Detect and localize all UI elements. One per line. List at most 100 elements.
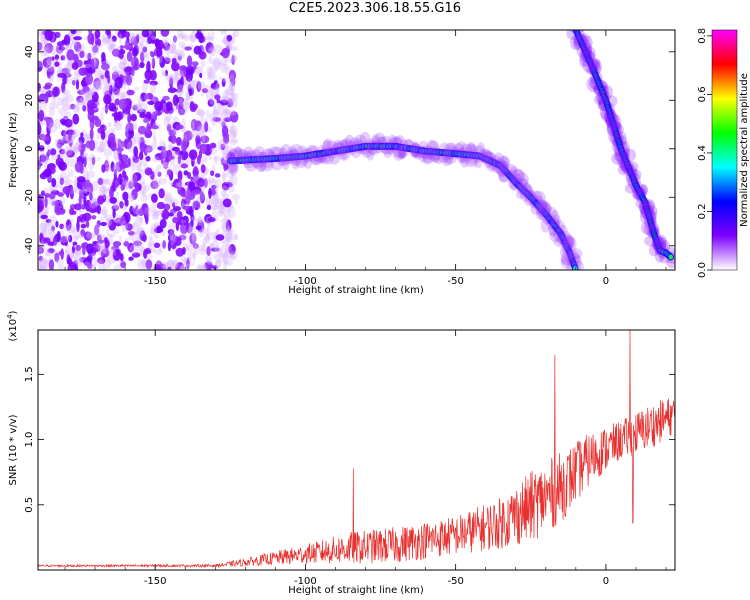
heatmap-cell — [72, 129, 77, 139]
heatmap-cell — [38, 255, 45, 264]
heatmap-cell — [55, 220, 59, 228]
heatmap-cell — [59, 118, 66, 124]
x-tick-label: -50 — [447, 576, 463, 587]
heatmap-cell — [220, 218, 229, 224]
heatmap-cell — [100, 62, 110, 71]
heatmap-cell — [222, 170, 226, 182]
heatmap-cell — [218, 245, 227, 258]
heatmap-cell — [73, 249, 83, 255]
heatmap-cell — [71, 79, 76, 86]
heatmap-cell — [219, 99, 229, 106]
heatmap-cell — [107, 73, 111, 84]
heatmap-cell — [210, 30, 215, 41]
heatmap-cell — [200, 115, 204, 124]
heatmap-cell — [99, 139, 108, 148]
heatmap-cell — [184, 91, 190, 102]
colorbar-tick-label: 0.2 — [697, 204, 708, 220]
heatmap-cell — [222, 198, 232, 208]
heatmap-cell — [139, 61, 145, 69]
snr-y-multiplier: (x104) — [6, 310, 19, 341]
heatmap-cell — [48, 122, 57, 134]
heatmap-cell — [49, 148, 57, 156]
heatmap-cell — [188, 149, 198, 160]
heatmap-cell — [92, 45, 99, 53]
heatmap-cell — [184, 130, 193, 141]
heatmap-cell — [176, 211, 183, 219]
heatmap-cell — [177, 154, 181, 165]
heatmap-cell — [217, 62, 222, 68]
heatmap-cell — [61, 129, 67, 137]
heatmap-cell — [130, 113, 137, 122]
heatmap-cell — [127, 157, 131, 166]
heatmap-cell — [117, 92, 126, 99]
heatmap-cell — [38, 145, 45, 152]
heatmap-cell — [45, 247, 50, 257]
heatmap-cell — [182, 215, 189, 226]
heatmap-cell — [180, 264, 185, 270]
heatmap-cell — [129, 245, 139, 255]
heatmap-cell — [210, 44, 214, 53]
heatmap-cell — [208, 68, 215, 79]
heatmap-cell — [38, 60, 43, 72]
heatmap-cell — [48, 259, 55, 270]
heatmap-cell — [82, 63, 92, 69]
heatmap-cell — [132, 133, 142, 144]
heatmap-cell — [52, 86, 60, 97]
heatmap-cell — [140, 194, 149, 202]
heatmap-cell — [45, 63, 54, 72]
heatmap-cell — [153, 249, 162, 255]
heatmap-cell — [141, 181, 146, 194]
heatmap-cell — [40, 220, 48, 231]
heatmap-cell — [186, 262, 195, 267]
heatmap-cell — [137, 135, 141, 147]
heatmap-cell — [70, 264, 79, 270]
heatmap-cell — [125, 127, 135, 140]
heatmap-cell — [202, 130, 206, 143]
heatmap-cell — [206, 204, 212, 211]
heatmap-cell — [69, 218, 74, 223]
heatmap-cell — [185, 102, 189, 110]
heatmap-cell — [112, 208, 116, 219]
heatmap-cell — [234, 199, 238, 205]
heatmap-cell — [138, 189, 145, 196]
heatmap-cell — [82, 212, 92, 222]
heatmap-cell — [109, 43, 116, 50]
heatmap-cell — [59, 223, 65, 230]
heatmap-cell — [110, 141, 117, 152]
heatmap-cell — [63, 34, 71, 46]
heatmap-cell — [122, 211, 131, 224]
heatmap-cell — [114, 76, 124, 89]
heatmap-cell — [180, 163, 188, 169]
y-tick-label: 1.5 — [24, 366, 35, 382]
heatmap-cell — [210, 36, 214, 42]
heatmap-cell — [207, 47, 213, 56]
heatmap-cell — [182, 76, 186, 85]
heatmap-cell — [112, 163, 120, 175]
heatmap-cell — [95, 79, 101, 89]
heatmap-cell — [180, 219, 187, 224]
heatmap-cell — [137, 125, 147, 135]
heatmap-cell — [160, 151, 164, 164]
heatmap-cell — [123, 44, 132, 49]
heatmap-cell — [102, 37, 111, 43]
heatmap-cell — [141, 185, 147, 197]
heatmap-cell — [59, 148, 66, 155]
heatmap-cell — [64, 244, 72, 255]
heatmap-cell — [189, 34, 194, 39]
heatmap-cell — [110, 161, 115, 172]
heatmap-cell — [65, 111, 72, 117]
heatmap-cell — [224, 30, 228, 36]
heatmap-cell — [126, 89, 135, 96]
heatmap-cell — [122, 154, 127, 163]
heatmap-cell — [39, 130, 46, 142]
heatmap-cell — [224, 88, 229, 94]
heatmap-cell — [175, 104, 180, 110]
heatmap-cell — [152, 178, 161, 189]
colorbar-tick-label: 0.4 — [697, 145, 708, 161]
heatmap-cell — [108, 233, 116, 238]
heatmap-cell — [234, 233, 238, 241]
heatmap-cell — [151, 212, 160, 221]
heatmap-cell — [209, 96, 214, 105]
heatmap-cell — [168, 74, 175, 86]
heatmap-cell — [157, 209, 164, 215]
